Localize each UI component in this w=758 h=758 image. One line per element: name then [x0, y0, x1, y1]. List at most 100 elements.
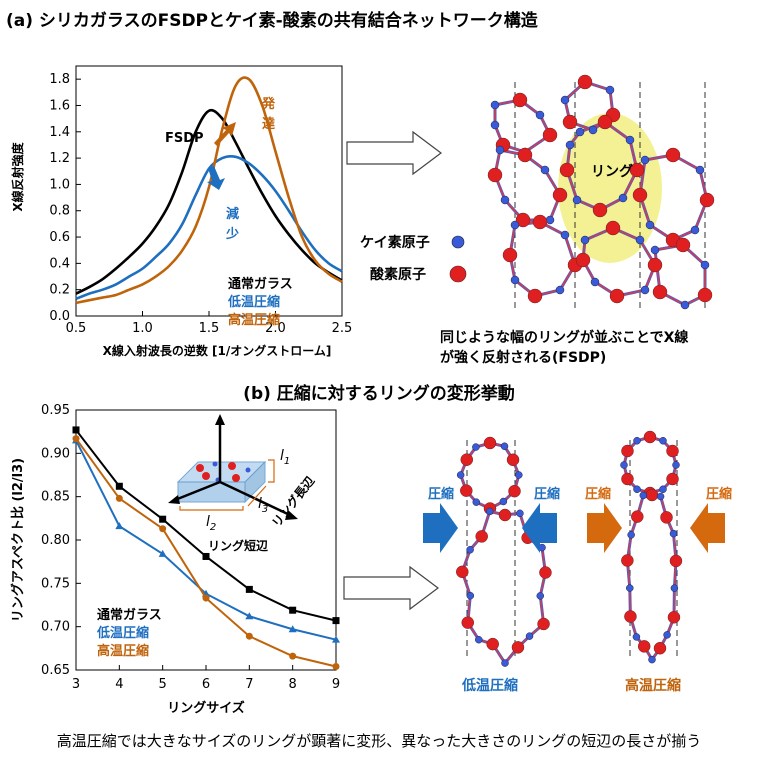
si-atom [485, 507, 494, 516]
decrease-arrow-icon [207, 166, 225, 190]
o-atom [665, 147, 681, 163]
si-atom [490, 120, 500, 130]
ring-deformation-diagram: 圧縮 圧縮 圧縮 圧縮 低温圧縮 高温圧縮 [423, 430, 732, 694]
o-atom [632, 187, 648, 203]
o-atom [699, 192, 715, 208]
y-tick-label: 1.4 [49, 125, 70, 140]
data-point [202, 552, 210, 560]
arrow-right-icon [343, 565, 439, 611]
o-atom [511, 641, 525, 654]
si-atom [555, 285, 565, 295]
si-atom [663, 631, 671, 639]
si-atom [525, 632, 534, 640]
si-atom [680, 300, 690, 310]
x-tick-label: 0.5 [66, 321, 87, 336]
legend-entry: 通常ガラス [97, 607, 162, 623]
panel-b-title: (b) 圧縮に対するリングの変形挙動 [243, 384, 515, 404]
legend-entry: 通常ガラス [228, 276, 293, 292]
compress-label: 圧縮 [428, 486, 454, 502]
ring-atom [245, 467, 251, 473]
o-atom [532, 214, 548, 230]
si-atom [536, 592, 545, 600]
si-atom [565, 140, 575, 150]
y-axis-label: リングアスペクト比 (l2/l3) [10, 458, 26, 622]
x-tick-label: 1.0 [132, 321, 153, 336]
l2-bracket [179, 506, 244, 511]
si-atom [466, 591, 475, 600]
o-atom [637, 640, 651, 653]
x-axis-label: X線入射波長の逆数 [1/オングストローム] [103, 343, 332, 358]
o-atom [539, 566, 552, 579]
o-atom [512, 92, 528, 108]
si-atom [580, 235, 590, 245]
y-tick-label: 0.95 [41, 403, 70, 418]
box-side-face [244, 460, 266, 504]
x-tick-label: 6 [202, 677, 210, 692]
si-atom [495, 145, 505, 155]
si-atom [633, 437, 641, 445]
si-atom [659, 485, 667, 493]
l3-label: l3 [258, 496, 268, 515]
si-atom [672, 461, 680, 469]
si-atom [560, 95, 570, 105]
si-atom [659, 437, 667, 445]
axis-right [219, 480, 293, 518]
si-atom [575, 127, 585, 137]
o-atom [475, 530, 488, 543]
data-point [72, 426, 80, 434]
compress-arrow-icon [522, 503, 557, 553]
footer-caption: 高温圧縮では大きなサイズのリングが顕著に変形、異なった大きさのリングの短辺の長さ… [56, 732, 702, 750]
long-side-label: リング長辺 [269, 473, 318, 530]
si-atom [515, 471, 523, 479]
si-atom [456, 471, 465, 479]
si-atom [618, 193, 628, 203]
o-atom [597, 114, 613, 130]
o-atom [537, 617, 550, 631]
si-atom [472, 443, 480, 451]
si-atom [500, 195, 510, 205]
si-atom [605, 85, 615, 95]
x-tick-label: 1.5 [199, 321, 220, 336]
legend-entry: 低温圧縮 [227, 294, 280, 310]
o-atom [456, 565, 469, 579]
si-atom-icon [451, 235, 465, 249]
y-tick-label: 0.0 [49, 309, 70, 324]
data-point [332, 635, 340, 643]
si-atom [632, 633, 641, 641]
si-atom [626, 584, 634, 592]
x-tick-label: 2.0 [265, 321, 286, 336]
data-point [159, 525, 167, 533]
o-atom [643, 430, 657, 444]
x-tick-label: 2.5 [332, 321, 353, 336]
si-atom [572, 195, 582, 205]
si-atom [472, 498, 481, 506]
l3-bracket [247, 485, 267, 507]
o-atom [621, 554, 634, 567]
o-atom [486, 637, 499, 651]
axis-arrow-icon [285, 510, 298, 520]
short-side-label: リング短辺 [208, 538, 268, 553]
data-point [245, 585, 253, 593]
y-tick-label: 1.2 [49, 151, 70, 166]
o-atom [461, 616, 475, 629]
si-atom [656, 492, 665, 501]
axis-left [174, 480, 221, 502]
y-tick-label: 0.70 [41, 620, 70, 635]
o-atom [515, 212, 531, 228]
legend-entry: 低温圧縮 [96, 625, 149, 641]
si-atom [510, 275, 520, 285]
data-point [115, 482, 123, 490]
bond-ring [566, 121, 638, 211]
si-atom [640, 155, 650, 165]
o-atom [460, 484, 473, 497]
si-atom [639, 491, 648, 500]
l1-bracket [268, 459, 275, 483]
si-atom [500, 442, 509, 451]
ring-atom [232, 474, 240, 482]
data-point [115, 494, 123, 502]
si-atom [645, 220, 655, 230]
data-point [245, 632, 253, 640]
data-point [115, 522, 124, 530]
data-point [245, 612, 254, 620]
o-atom [483, 436, 497, 450]
